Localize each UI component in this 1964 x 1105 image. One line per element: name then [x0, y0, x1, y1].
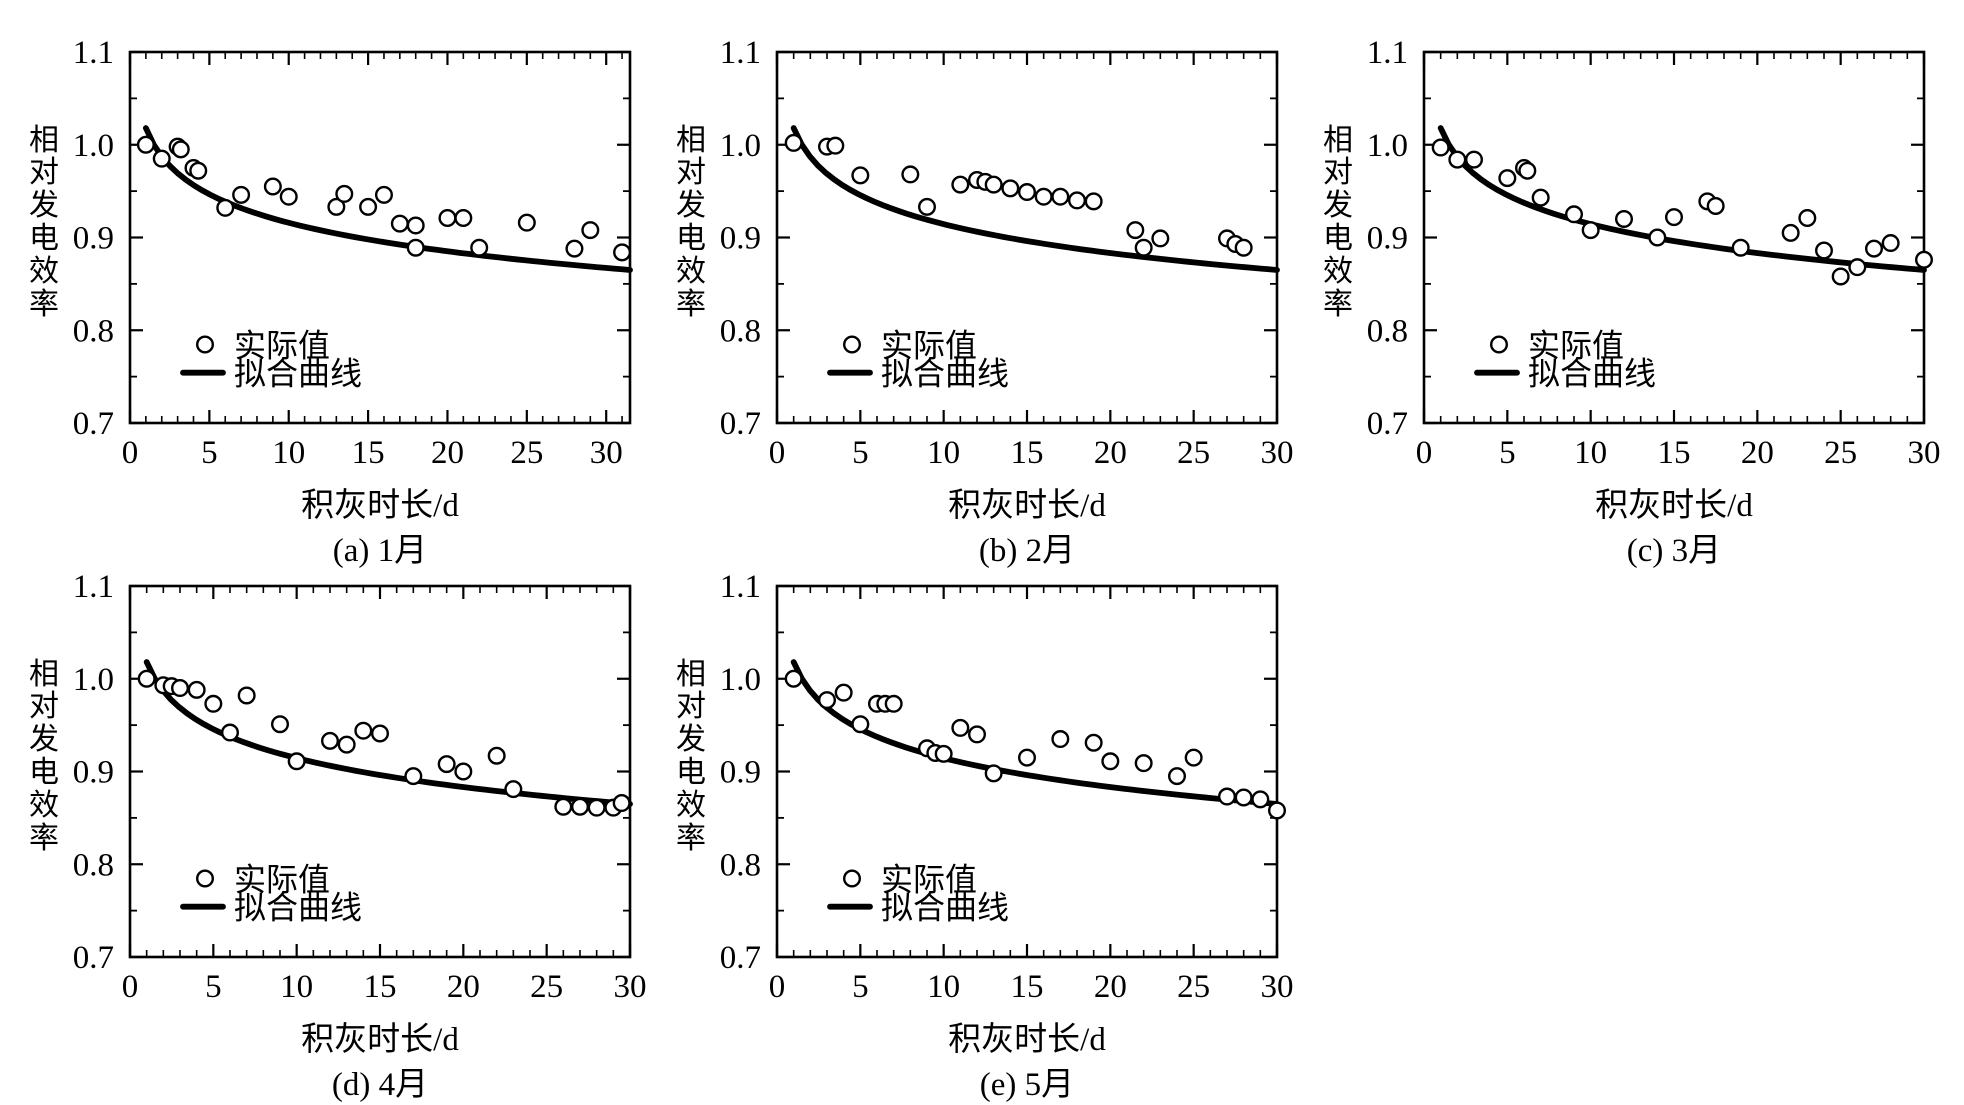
svg-text:10: 10 — [927, 969, 960, 1005]
svg-text:1.1: 1.1 — [73, 35, 114, 71]
svg-text:25: 25 — [1177, 435, 1210, 471]
svg-text:30: 30 — [1261, 969, 1294, 1005]
svg-text:0.8: 0.8 — [720, 847, 761, 883]
svg-text:0.9: 0.9 — [73, 221, 114, 257]
svg-text:5: 5 — [1499, 435, 1516, 471]
svg-text:20: 20 — [447, 969, 480, 1005]
svg-text:0: 0 — [122, 969, 139, 1005]
svg-text:20: 20 — [1094, 435, 1127, 471]
svg-text:0: 0 — [769, 435, 786, 471]
svg-text:拟合曲线: 拟合曲线 — [1528, 356, 1656, 392]
svg-text:1.0: 1.0 — [1367, 128, 1408, 164]
svg-text:0.7: 0.7 — [1367, 406, 1408, 442]
svg-text:0.9: 0.9 — [1367, 221, 1408, 257]
svg-text:10: 10 — [1574, 435, 1607, 471]
svg-text:15: 15 — [1011, 969, 1044, 1005]
svg-text:0.9: 0.9 — [73, 755, 114, 791]
svg-text:25: 25 — [1177, 969, 1210, 1005]
svg-text:0.7: 0.7 — [720, 406, 761, 442]
svg-text:20: 20 — [1741, 435, 1774, 471]
svg-text:1.0: 1.0 — [720, 662, 761, 698]
svg-text:5: 5 — [205, 969, 222, 1005]
svg-text:0.8: 0.8 — [73, 313, 114, 349]
svg-text:5: 5 — [852, 969, 869, 1005]
svg-text:20: 20 — [1094, 969, 1127, 1005]
svg-text:10: 10 — [927, 435, 960, 471]
svg-text:0.8: 0.8 — [1367, 313, 1408, 349]
svg-text:1.1: 1.1 — [73, 569, 114, 605]
svg-text:15: 15 — [1658, 435, 1691, 471]
svg-text:5: 5 — [852, 435, 869, 471]
svg-text:1.1: 1.1 — [720, 569, 761, 605]
svg-text:0: 0 — [769, 969, 786, 1005]
svg-text:0: 0 — [122, 435, 139, 471]
svg-text:30: 30 — [614, 969, 647, 1005]
svg-text:0.8: 0.8 — [73, 847, 114, 883]
svg-text:0: 0 — [1416, 435, 1433, 471]
svg-text:1.0: 1.0 — [73, 662, 114, 698]
svg-text:0.8: 0.8 — [720, 313, 761, 349]
svg-text:15: 15 — [364, 969, 397, 1005]
svg-text:30: 30 — [1908, 435, 1941, 471]
svg-text:25: 25 — [530, 969, 563, 1005]
svg-text:5: 5 — [201, 435, 218, 471]
svg-text:1.1: 1.1 — [720, 35, 761, 71]
svg-text:0.9: 0.9 — [720, 221, 761, 257]
svg-text:1.0: 1.0 — [720, 128, 761, 164]
svg-text:拟合曲线: 拟合曲线 — [234, 356, 362, 392]
svg-text:15: 15 — [352, 435, 385, 471]
svg-text:30: 30 — [1261, 435, 1294, 471]
svg-text:拟合曲线: 拟合曲线 — [234, 890, 362, 926]
svg-text:0.7: 0.7 — [720, 940, 761, 976]
svg-text:25: 25 — [1824, 435, 1857, 471]
svg-text:15: 15 — [1011, 435, 1044, 471]
svg-text:10: 10 — [272, 435, 305, 471]
svg-text:10: 10 — [280, 969, 313, 1005]
svg-text:拟合曲线: 拟合曲线 — [881, 890, 1009, 926]
svg-text:1.0: 1.0 — [73, 128, 114, 164]
svg-text:25: 25 — [510, 435, 543, 471]
svg-text:0.9: 0.9 — [720, 755, 761, 791]
svg-text:20: 20 — [431, 435, 464, 471]
svg-text:30: 30 — [590, 435, 623, 471]
svg-text:0.7: 0.7 — [73, 406, 114, 442]
svg-text:1.1: 1.1 — [1367, 35, 1408, 71]
svg-text:拟合曲线: 拟合曲线 — [881, 356, 1009, 392]
svg-text:0.7: 0.7 — [73, 940, 114, 976]
